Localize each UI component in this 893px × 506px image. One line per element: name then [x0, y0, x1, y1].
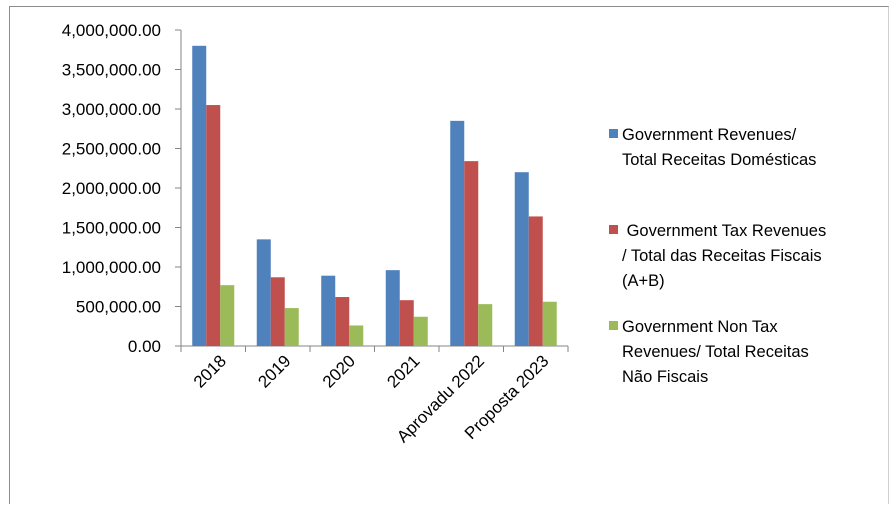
y-tick-label: 1,000,000.00: [62, 258, 161, 277]
legend-label: Government Revenues/: [622, 126, 797, 144]
legend-label: / Total das Receitas Fiscais: [622, 247, 822, 265]
y-tick-label: 0.00: [128, 337, 161, 356]
y-tick-label: 2,000,000.00: [62, 179, 161, 198]
legend-swatch: [609, 321, 618, 330]
chart-frame: [9, 6, 889, 504]
y-tick-label: 3,000,000.00: [62, 100, 161, 119]
bar: [528, 216, 543, 346]
bar: [413, 316, 428, 346]
bar: [284, 308, 299, 346]
bar: [399, 300, 414, 346]
y-tick-label: 1,500,000.00: [62, 219, 161, 238]
bar: [542, 301, 557, 346]
x-category-label: 2021: [383, 351, 423, 391]
legend-label: Total Receitas Domésticas: [622, 151, 816, 169]
bar: [450, 120, 465, 346]
bars: [192, 45, 557, 347]
legend-label: Revenues/ Total Receitas: [622, 343, 809, 361]
legend-swatch: [609, 225, 618, 234]
y-tick-label: 3,500,000.00: [62, 61, 161, 80]
bar: [256, 239, 271, 346]
bar: [220, 285, 235, 346]
y-tick-label: 2,500,000.00: [62, 140, 161, 159]
bar: [206, 105, 221, 346]
x-category-label: 2019: [254, 351, 294, 391]
y-tick-label: 4,000,000.00: [62, 21, 161, 40]
x-category-label: 2020: [319, 351, 359, 391]
legend-label: Government Tax Revenues: [622, 222, 826, 240]
bar: [514, 172, 529, 346]
bar: [385, 270, 400, 346]
bar: [270, 277, 285, 346]
legend-swatch: [609, 129, 618, 138]
bar: [464, 161, 479, 346]
bar: [335, 297, 350, 346]
legend-label: Não Fiscais: [622, 368, 708, 386]
bar: [321, 275, 336, 346]
x-category-label: 2018: [190, 351, 230, 391]
bar: [478, 304, 493, 346]
y-axis: 4,000,000.00 3,500,000.00 3,000,000.00 2,50…: [62, 21, 182, 356]
y-tick-label: 500,000.00: [76, 298, 161, 317]
legend-label: (A+B): [622, 272, 665, 290]
legend-label: Government Non Tax: [622, 318, 778, 336]
bar: [349, 325, 364, 346]
bar: [192, 45, 207, 347]
legend: Government Revenues/Total Receitas Domés…: [609, 126, 826, 386]
